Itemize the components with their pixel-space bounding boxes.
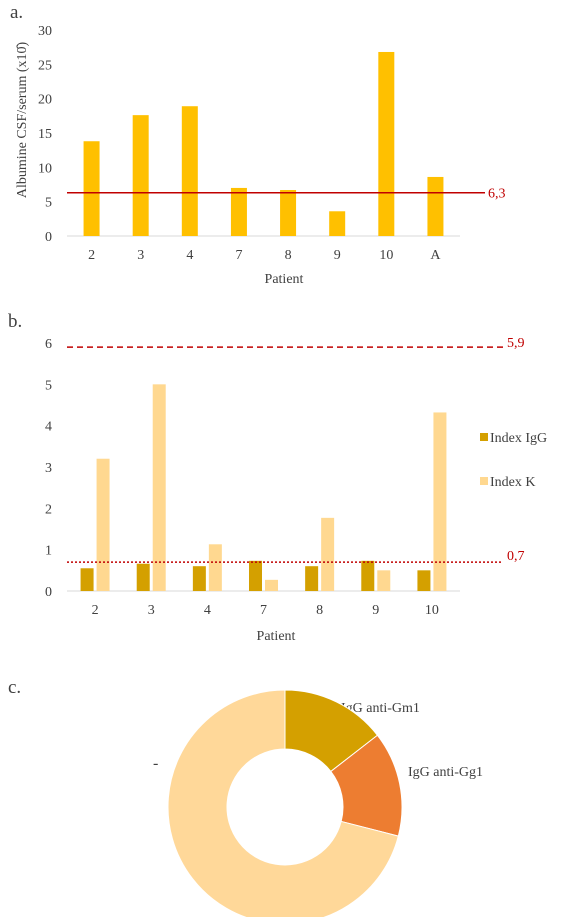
bar-index-k <box>152 384 166 591</box>
chart-a: Albumine CSF/serum (x10̂) Patient 0 5 10 15… <box>15 24 506 287</box>
x-tick-label: 8 <box>285 248 292 263</box>
bar-index-igg <box>361 560 375 591</box>
y-tick-label: 10 <box>38 161 52 176</box>
panel-label-c: c. <box>8 677 21 698</box>
chart-c: IgG anti-Gm1 IgG anti-Gg1 - <box>153 689 483 917</box>
x-tick-label: 7 <box>235 248 242 263</box>
bar <box>378 51 395 237</box>
chart-a-ylabel: Albumine CSF/serum (x10̂) <box>15 42 30 199</box>
bar <box>280 189 297 236</box>
x-tick-label: 2 <box>92 603 99 618</box>
slice-label-gm1: IgG anti-Gm1 <box>341 701 420 716</box>
x-tick-label: 9 <box>372 603 379 618</box>
bar-index-igg <box>80 568 94 591</box>
reference-line-label: 6,3 <box>488 187 506 202</box>
x-tick-label: 3 <box>148 603 155 618</box>
x-tick-label: 4 <box>204 603 211 618</box>
y-tick-label: 6 <box>45 337 52 352</box>
y-tick-label: 5 <box>45 196 52 211</box>
slice-label-gg1: IgG anti-Gg1 <box>408 765 483 780</box>
bar-index-igg <box>249 560 262 591</box>
bar <box>427 176 444 236</box>
x-tick-label: 9 <box>334 248 341 263</box>
x-tick-label: 10 <box>379 248 393 263</box>
y-tick-label: 15 <box>38 127 52 142</box>
bar-index-k <box>377 570 391 591</box>
bar-index-igg <box>192 566 206 591</box>
panel-label-a: a. <box>10 2 23 23</box>
x-tick-label: 10 <box>425 603 439 618</box>
bar-index-igg <box>417 570 431 591</box>
bar-index-k <box>208 544 222 591</box>
x-tick-label: 4 <box>186 248 193 263</box>
bar <box>83 141 100 236</box>
x-tick-label: 8 <box>316 603 323 618</box>
bar-index-k <box>265 579 278 591</box>
y-tick-label: 2 <box>45 502 52 517</box>
donut-slice <box>167 689 399 917</box>
bar <box>132 115 149 236</box>
y-tick-label: 0 <box>45 585 52 600</box>
legend-swatch-k <box>480 477 488 485</box>
x-tick-label: 7 <box>260 603 267 618</box>
y-tick-label: 3 <box>45 461 52 476</box>
bar <box>181 106 198 236</box>
panel-label-b: b. <box>8 311 22 332</box>
chart-b: Patient Index IgG Index K 0 1 2 3 4 5 6 2 3 4 7 8 9 1… <box>45 336 547 644</box>
y-tick-label: 5 <box>45 378 52 393</box>
x-tick-label: 3 <box>137 248 144 263</box>
bar-index-k <box>433 412 447 591</box>
legend-label-igg: Index IgG <box>490 431 547 446</box>
y-tick-label: 1 <box>45 544 52 559</box>
x-tick-label: A <box>430 248 441 263</box>
y-tick-label: 0 <box>45 230 52 245</box>
chart-b-xlabel: Patient <box>257 629 296 644</box>
chart-a-xlabel: Patient <box>265 272 304 287</box>
bar-index-k <box>321 517 335 591</box>
bar-index-k <box>96 458 110 591</box>
bar <box>230 187 247 236</box>
x-tick-label: 2 <box>88 248 95 263</box>
chart-b-legend: Index IgG Index K <box>480 431 547 490</box>
bar <box>329 211 346 236</box>
y-tick-label: 30 <box>38 24 52 39</box>
slice-label-rest: - <box>153 755 158 772</box>
bar-index-igg <box>305 566 319 591</box>
reference-line-label: 5,9 <box>507 336 525 351</box>
bar-index-igg <box>136 563 150 591</box>
y-tick-label: 20 <box>38 93 52 108</box>
legend-swatch-igg <box>480 433 488 441</box>
legend-label-k: Index K <box>490 475 536 490</box>
y-tick-label: 4 <box>45 420 52 435</box>
reference-line-label: 0,7 <box>507 549 525 564</box>
y-tick-label: 25 <box>38 58 52 73</box>
